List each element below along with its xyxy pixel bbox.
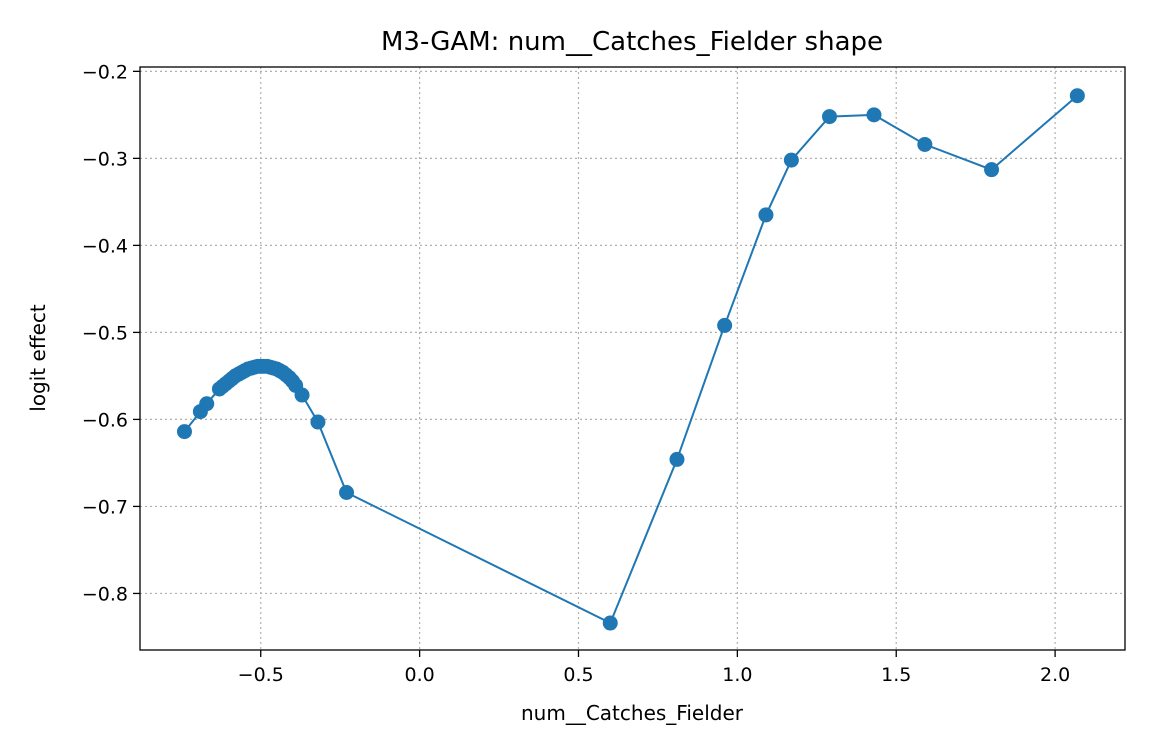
chart-title: M3-GAM: num__Catches_Fielder shape (381, 27, 883, 57)
x-tick-label: −0.5 (238, 664, 284, 686)
y-axis-label: logit effect (26, 304, 50, 412)
series-layer (176, 88, 1085, 631)
y-tick-label: −0.5 (82, 322, 128, 344)
y-tick-label: −0.2 (82, 61, 128, 83)
data-point (310, 414, 326, 430)
data-point (783, 152, 799, 168)
x-tick-label: 0.0 (405, 664, 435, 686)
grid-layer (140, 67, 1125, 650)
x-tick-label: 1.0 (722, 664, 752, 686)
data-point (176, 424, 192, 440)
data-point (294, 387, 310, 403)
data-point (339, 485, 355, 501)
data-point (199, 396, 215, 412)
data-point (866, 107, 882, 123)
data-point (602, 615, 618, 631)
plot-frame (139, 66, 1126, 651)
data-point (822, 109, 837, 125)
y-tick-label: −0.7 (82, 496, 128, 518)
x-tick-label: 2.0 (1040, 664, 1070, 686)
data-point (669, 451, 685, 467)
y-tick-label: −0.8 (82, 583, 128, 605)
x-tick-label: 1.5 (881, 664, 911, 686)
data-point (1069, 88, 1085, 104)
y-tick-label: −0.6 (82, 409, 128, 431)
data-point (717, 317, 733, 333)
data-point (984, 162, 1000, 178)
x-tick-label: 0.5 (563, 664, 593, 686)
tick-layer: −0.5 0.0 0.5 1.0 1.5 2.0 −0.2 −0.3 −0.4 −0.5 −0.6 −… (82, 61, 1070, 686)
y-tick-label: −0.3 (82, 148, 128, 170)
data-point (758, 207, 774, 223)
x-axis-label: num__Catches_Fielder (521, 701, 744, 725)
series-line (183, 94, 1078, 625)
y-tick-label: −0.4 (82, 235, 128, 257)
data-point (917, 136, 933, 152)
